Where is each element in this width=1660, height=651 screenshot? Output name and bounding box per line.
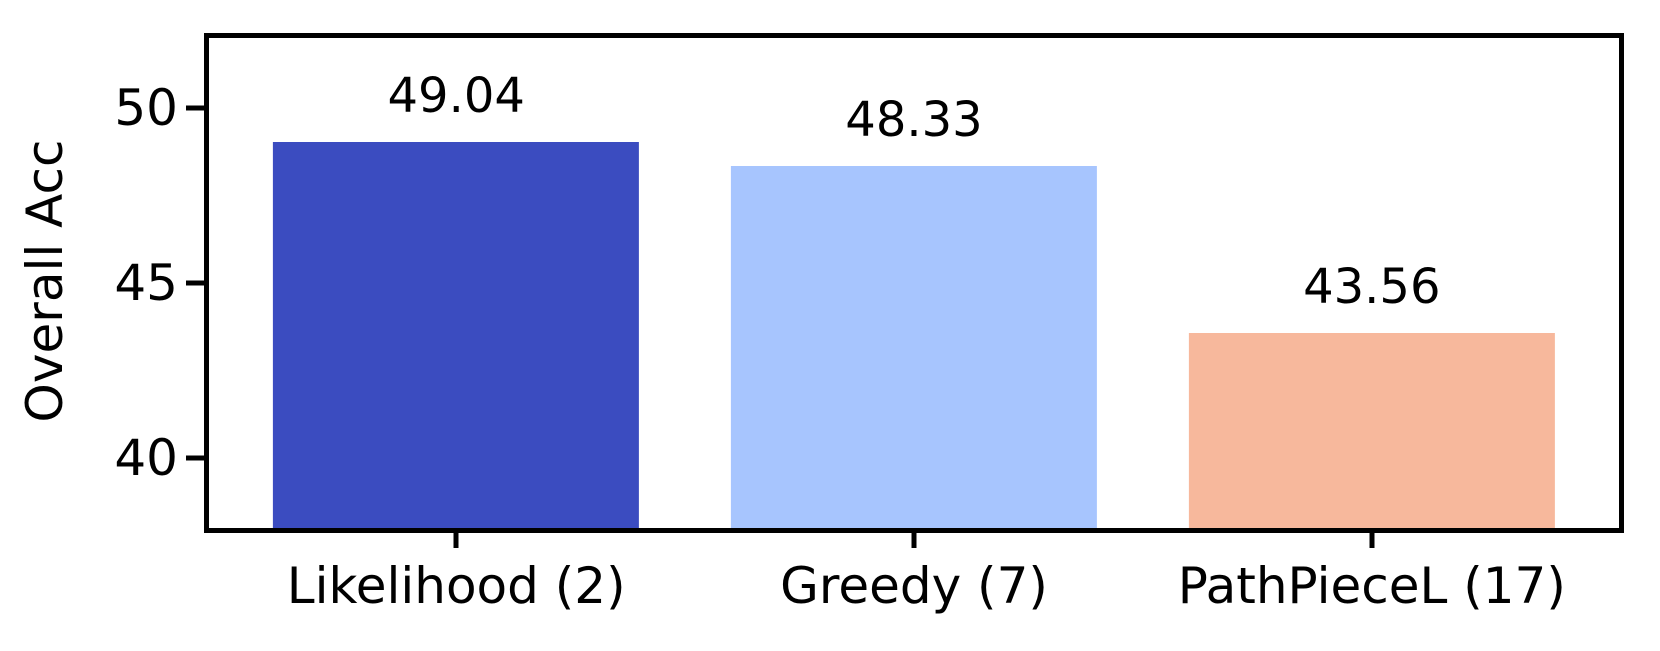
y-tick-mark [186, 280, 204, 286]
y-tick-mark [186, 455, 204, 461]
x-tick-mark [453, 530, 459, 548]
x-tick-mark [1369, 530, 1375, 548]
plot-area: 49.04 Likelihood (2) 48.33 Greedy (7) 43.56 P… [114, 33, 1624, 615]
x-tick-mark [911, 530, 917, 548]
bar-greedy-7 [730, 166, 1098, 528]
plot-inner: 49.04 Likelihood (2) 48.33 Greedy (7) 43.56 P… [114, 38, 1619, 615]
bar-value-label: 43.56 [1303, 259, 1441, 316]
x-tick-label: Likelihood (2) [286, 557, 626, 615]
y-tick-label: 45 [114, 254, 178, 312]
x-tick-label: Greedy (7) [780, 557, 1048, 615]
bar-pathpiecel-17 [1188, 333, 1555, 528]
y-tick-mark [186, 105, 204, 111]
bar-value-label: 48.33 [845, 92, 983, 149]
y-axis-label: Overall Acc [16, 139, 74, 423]
x-tick-label: PathPieceL (17) [1177, 557, 1566, 615]
bar-likelihood-2 [273, 141, 640, 528]
y-tick-label: 50 [114, 79, 178, 137]
bar-value-label: 49.04 [387, 67, 525, 124]
y-tick-label: 40 [114, 429, 178, 487]
